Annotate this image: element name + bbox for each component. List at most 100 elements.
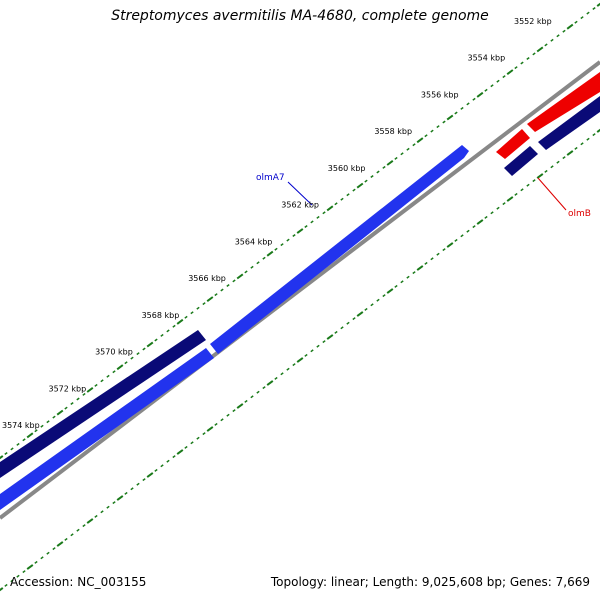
ruler-tick [34, 429, 38, 433]
ruler-tick [250, 265, 254, 269]
ruler-tick [326, 205, 334, 212]
tick-label: 3568 kbp [142, 311, 180, 320]
ruler-tick [154, 338, 158, 342]
ruler-tick [532, 179, 536, 183]
ruler-tick [514, 66, 518, 70]
gene-olmB-lower[interactable] [496, 129, 530, 159]
gene-block-reverse-2[interactable] [538, 96, 600, 150]
gene-olmB-upper[interactable] [527, 72, 600, 132]
ruler-tick [326, 334, 334, 340]
ruler-tick [256, 261, 260, 265]
ruler-tick [566, 150, 574, 156]
gene-block-reverse-1[interactable] [0, 330, 206, 478]
ruler-tick [292, 363, 296, 367]
tick-label: 3562 kbp [281, 201, 319, 210]
ruler-tick [262, 256, 266, 260]
tick-label: 3556 kbp [421, 91, 459, 100]
tick-labels: 3552 kbp 3554 kbp 3556 kbp 3558 kbp 3560 kbp… [2, 17, 552, 430]
ruler-tick [304, 353, 308, 357]
ruler-tick [56, 541, 64, 547]
ruler-tick [76, 397, 80, 401]
tick-label: 3564 kbp [235, 237, 273, 246]
ruler-tick [460, 234, 464, 238]
ruler-tick [356, 311, 364, 317]
ruler-tick [536, 46, 544, 53]
ruler-tick [292, 234, 296, 237]
ruler-tick [160, 464, 164, 468]
ruler-tick [334, 202, 338, 206]
ruler-tick [86, 518, 94, 524]
ruler-tick [340, 326, 344, 330]
ruler-tick [596, 128, 600, 133]
gene-label-olmA7: olmA7 [256, 173, 285, 183]
ruler-tick [130, 356, 134, 360]
ruler-tick [466, 229, 470, 233]
accession-text: Accession: NC_003155 [10, 575, 147, 589]
ruler-tick [484, 88, 488, 92]
ruler-tick [476, 91, 484, 98]
ruler-tick [514, 192, 518, 196]
ruler-tick [526, 56, 530, 61]
ruler-tick [496, 79, 500, 83]
ruler-tick [154, 468, 158, 472]
ruler-tick [82, 524, 86, 528]
ruler-tick [220, 418, 224, 422]
ruler-tick [436, 125, 440, 129]
ruler-tick [274, 376, 278, 380]
ruler-outer [0, 2, 600, 460]
ruler-tick [286, 238, 290, 242]
ruler-tick [196, 436, 200, 440]
ruler-tick [46, 420, 50, 424]
ruler-tick [206, 426, 214, 432]
ruler-tick [10, 447, 14, 451]
ruler-tick [116, 364, 124, 371]
ruler-tick [454, 111, 458, 115]
ruler-tick [406, 275, 410, 279]
ruler-tick [124, 491, 128, 495]
ruler-tick [22, 438, 26, 442]
olmB-callout [537, 177, 567, 211]
tick-label: 3554 kbp [468, 54, 506, 63]
gene-block-forward-1[interactable] [0, 348, 214, 510]
ruler-tick [406, 147, 410, 151]
ruler-tick [446, 114, 454, 121]
gene-olmA7[interactable] [210, 145, 469, 354]
ruler-tick [506, 196, 514, 202]
ruler-tick [592, 133, 596, 137]
ruler-tick [146, 341, 154, 348]
ruler-tick [304, 225, 308, 228]
tick-label: 3552 kbp [514, 17, 552, 26]
ruler-tick [100, 510, 104, 514]
ruler-tick [520, 61, 524, 65]
ruler-tick [412, 143, 416, 147]
ruler-tick [166, 329, 170, 333]
ruler-tick [430, 129, 434, 133]
ruler-tick [274, 247, 278, 251]
ruler-tick [436, 252, 440, 256]
ruler-tick [56, 409, 64, 416]
tick-label: 3566 kbp [188, 274, 226, 283]
gene-block-reverse-3[interactable] [504, 146, 538, 176]
ruler-tick [236, 273, 244, 280]
ruler-tick [202, 302, 206, 306]
ruler-tick [136, 482, 140, 486]
ruler-tick [430, 257, 434, 261]
ruler-tick [536, 173, 544, 179]
ruler-tick [146, 472, 154, 478]
ruler-tick [562, 156, 566, 160]
ruler-tick [196, 306, 200, 310]
ruler-tick [10, 579, 14, 583]
tick-label: 3558 kbp [374, 127, 412, 136]
map-title: Streptomyces avermitilis MA-4680, comple… [111, 8, 489, 24]
ruler-tick [40, 424, 44, 428]
ruler-tick [490, 211, 494, 215]
ruler-tick [446, 242, 454, 248]
ruler-tick [184, 315, 188, 319]
ruler-tick [466, 102, 470, 106]
ruler-inner [0, 128, 600, 592]
ruler-tick [22, 570, 26, 574]
ruler-tick [520, 188, 524, 192]
ruler-tick [394, 156, 398, 160]
ruler-tick [296, 357, 304, 363]
